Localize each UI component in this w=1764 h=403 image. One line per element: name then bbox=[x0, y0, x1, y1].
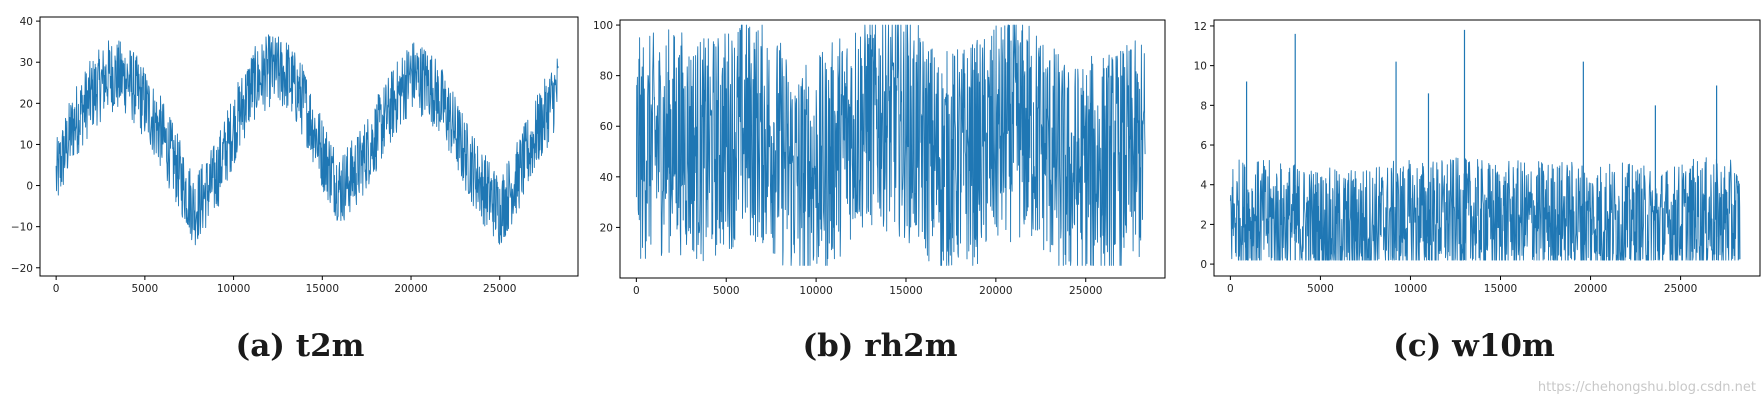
y-tick-label: 4 bbox=[1200, 180, 1207, 192]
chart-w10m: 0 5000 10000 15000 20000 25000 0 2 4 6 8 10 12 bbox=[1194, 19, 1761, 295]
x-tick-label: 15000 bbox=[306, 283, 339, 295]
x-tick-label: 0 bbox=[633, 285, 640, 297]
x-tick-label: 20000 bbox=[1574, 283, 1607, 295]
y-tick-label: 40 bbox=[20, 16, 33, 28]
series-line bbox=[55, 34, 559, 246]
x-tick-label: 20000 bbox=[979, 285, 1012, 297]
x-tick-label: 10000 bbox=[1394, 283, 1427, 295]
x-tick-label: 25000 bbox=[483, 283, 516, 295]
y-tick-label: 20 bbox=[600, 222, 613, 234]
caption-t2m: (a) t2m bbox=[235, 328, 365, 364]
x-tick-label: 0 bbox=[53, 283, 60, 295]
caption-rh2m: (b) rh2m bbox=[802, 328, 958, 364]
x-tick-label: 15000 bbox=[1484, 283, 1517, 295]
series-line bbox=[635, 24, 1146, 266]
chart-t2m: 0 5000 10000 15000 20000 25000 −20 −10 0 10 20 30 40 bbox=[11, 16, 579, 295]
y-tick-label: 100 bbox=[593, 20, 613, 32]
caption-w10m: (c) w10m bbox=[1393, 328, 1555, 364]
plot-frame bbox=[619, 19, 1166, 279]
series-line bbox=[1229, 157, 1741, 261]
y-tick-label: 0 bbox=[26, 181, 33, 193]
y-tick-label: −10 bbox=[11, 222, 33, 234]
x-tick-label: 0 bbox=[1227, 283, 1234, 295]
y-tick-label: −20 bbox=[11, 263, 33, 275]
y-tick-label: 10 bbox=[20, 139, 33, 151]
y-tick-label: 0 bbox=[1200, 259, 1207, 271]
y-tick-label: 2 bbox=[1200, 219, 1207, 231]
x-tick-label: 25000 bbox=[1069, 285, 1102, 297]
watermark: https://chehongshu.blog.csdn.net bbox=[1537, 380, 1756, 395]
y-tick-label: 60 bbox=[600, 121, 613, 133]
y-tick-label: 6 bbox=[1200, 140, 1207, 152]
y-tick-label: 30 bbox=[20, 57, 33, 69]
y-tick-label: 10 bbox=[1194, 61, 1207, 73]
y-tick-label: 40 bbox=[600, 172, 613, 184]
x-tick-label: 10000 bbox=[799, 285, 832, 297]
y-tick-label: 12 bbox=[1194, 21, 1207, 33]
x-tick-label: 5000 bbox=[1307, 283, 1334, 295]
chart-rh2m: 0 5000 10000 15000 20000 25000 20 40 60 80 100 bbox=[593, 19, 1166, 297]
y-tick-label: 80 bbox=[600, 71, 613, 83]
plot-frame bbox=[1213, 19, 1761, 277]
y-tick-label: 20 bbox=[20, 98, 33, 110]
x-tick-label: 5000 bbox=[713, 285, 740, 297]
x-tick-label: 5000 bbox=[131, 283, 158, 295]
y-tick-label: 8 bbox=[1200, 100, 1207, 112]
plot-frame bbox=[39, 16, 579, 277]
x-tick-label: 20000 bbox=[394, 283, 427, 295]
charts-area: 0 5000 10000 15000 20000 25000−20−10010203040… bbox=[11, 16, 1761, 297]
x-tick-label: 10000 bbox=[217, 283, 250, 295]
x-tick-label: 15000 bbox=[889, 285, 922, 297]
x-tick-label: 25000 bbox=[1664, 283, 1697, 295]
